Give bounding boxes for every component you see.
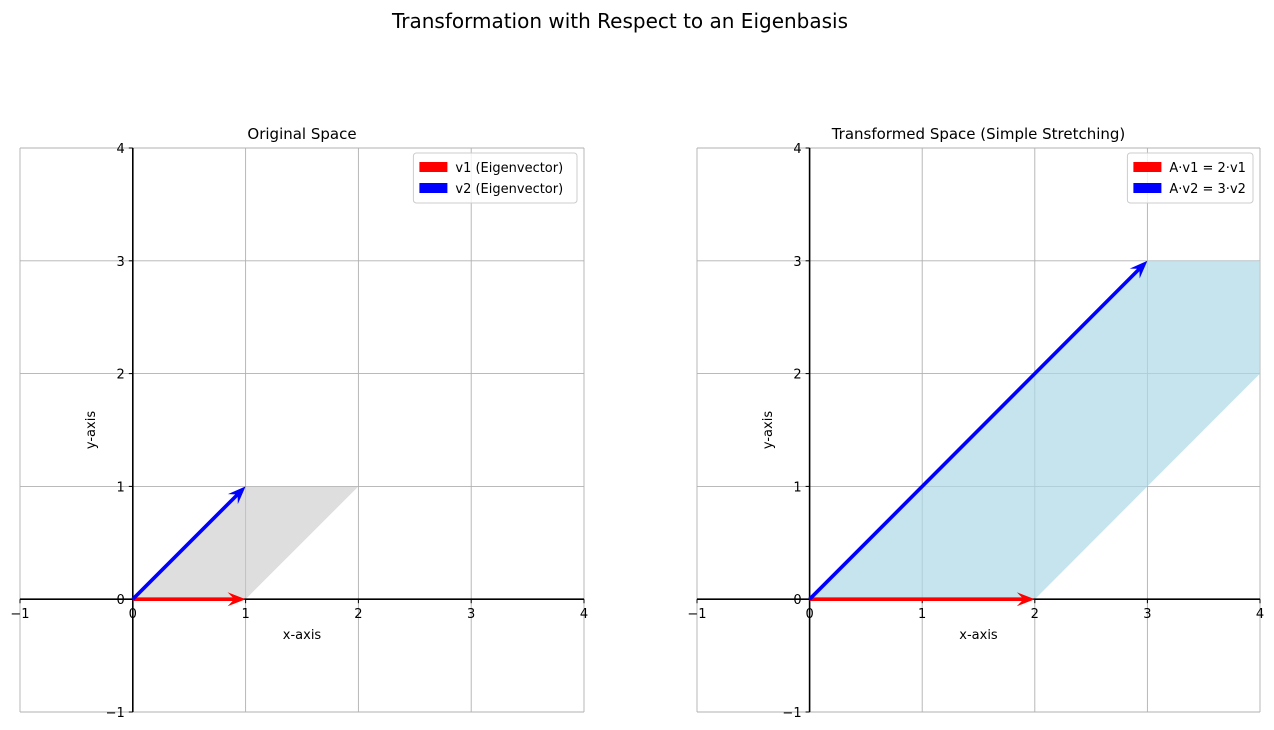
x-tick-label: 2: [1031, 607, 1039, 622]
subplot-title: Transformed Space (Simple Stretching): [831, 125, 1126, 143]
y-tick-label: 4: [117, 142, 125, 157]
x-tick-label: −1: [10, 607, 29, 622]
x-tick-label: 1: [241, 607, 249, 622]
x-tick-label: 3: [467, 607, 475, 622]
y-tick-label: −1: [782, 706, 801, 721]
vector-red-arrow: [809, 592, 1035, 607]
legend: v1 (Eigenvector) v2 (Eigenvector): [412, 152, 578, 204]
plot-area: [809, 260, 1260, 600]
x-tick-label: −1: [687, 607, 706, 622]
y-tick-label: 1: [793, 480, 801, 495]
vector-red-arrow: [132, 592, 246, 607]
legend-label-1: A·v1 = 2·v1: [1169, 161, 1246, 176]
y-tick-label: 0: [793, 593, 801, 608]
legend-swatch-1: [1133, 162, 1162, 172]
x-tick-label: 1: [918, 607, 926, 622]
transformed-region: [809, 260, 1260, 600]
x-axis-label: x-axis: [283, 628, 322, 643]
subplot-title: Original Space: [247, 125, 356, 143]
y-tick-label: 3: [793, 255, 801, 270]
y-tick-label: −1: [106, 706, 125, 721]
figure-suptitle: Transformation with Respect to an Eigenb…: [391, 9, 848, 33]
x-tick-label: 4: [1256, 607, 1264, 622]
y-tick-label: 1: [117, 480, 125, 495]
x-tick-label: 3: [1143, 607, 1151, 622]
y-axis-label: y-axis: [84, 411, 99, 449]
x-tick-label: 0: [129, 607, 137, 622]
y-axis-label: y-axis: [761, 411, 776, 449]
vector-blue-arrow: [808, 260, 1148, 601]
y-tick-label: 4: [793, 142, 801, 157]
plot-area: [132, 486, 359, 600]
x-tick-label: 0: [805, 607, 813, 622]
y-tick-label: 3: [117, 255, 125, 270]
legend-label-2: A·v2 = 3·v2: [1169, 182, 1246, 197]
subplot-original-space: Original Space −1 0 1 2 3 4 −1 0 1 2 3 4 x-axis y-axis…: [10, 125, 588, 721]
legend-frame: [412, 152, 578, 204]
subplot-transformed-space: Transformed Space (Simple Stretching) −1 0…: [687, 125, 1264, 721]
x-tick-label: 4: [580, 607, 588, 622]
y-tick-label: 2: [793, 368, 801, 383]
legend-label-2: v2 (Eigenvector): [455, 182, 563, 197]
legend-swatch-1: [419, 162, 448, 172]
legend-label-1: v1 (Eigenvector): [455, 161, 563, 176]
legend-swatch-2: [1133, 183, 1162, 193]
x-axis-label: x-axis: [959, 628, 998, 643]
x-tick-label: 2: [354, 607, 362, 622]
vector-blue-arrow: [131, 486, 246, 601]
y-tick-label: 0: [117, 593, 125, 608]
legend: A·v1 = 2·v1 A·v2 = 3·v2: [1126, 152, 1254, 204]
legend-swatch-2: [419, 183, 448, 193]
transformed-region: [132, 486, 359, 600]
y-tick-label: 2: [117, 368, 125, 383]
